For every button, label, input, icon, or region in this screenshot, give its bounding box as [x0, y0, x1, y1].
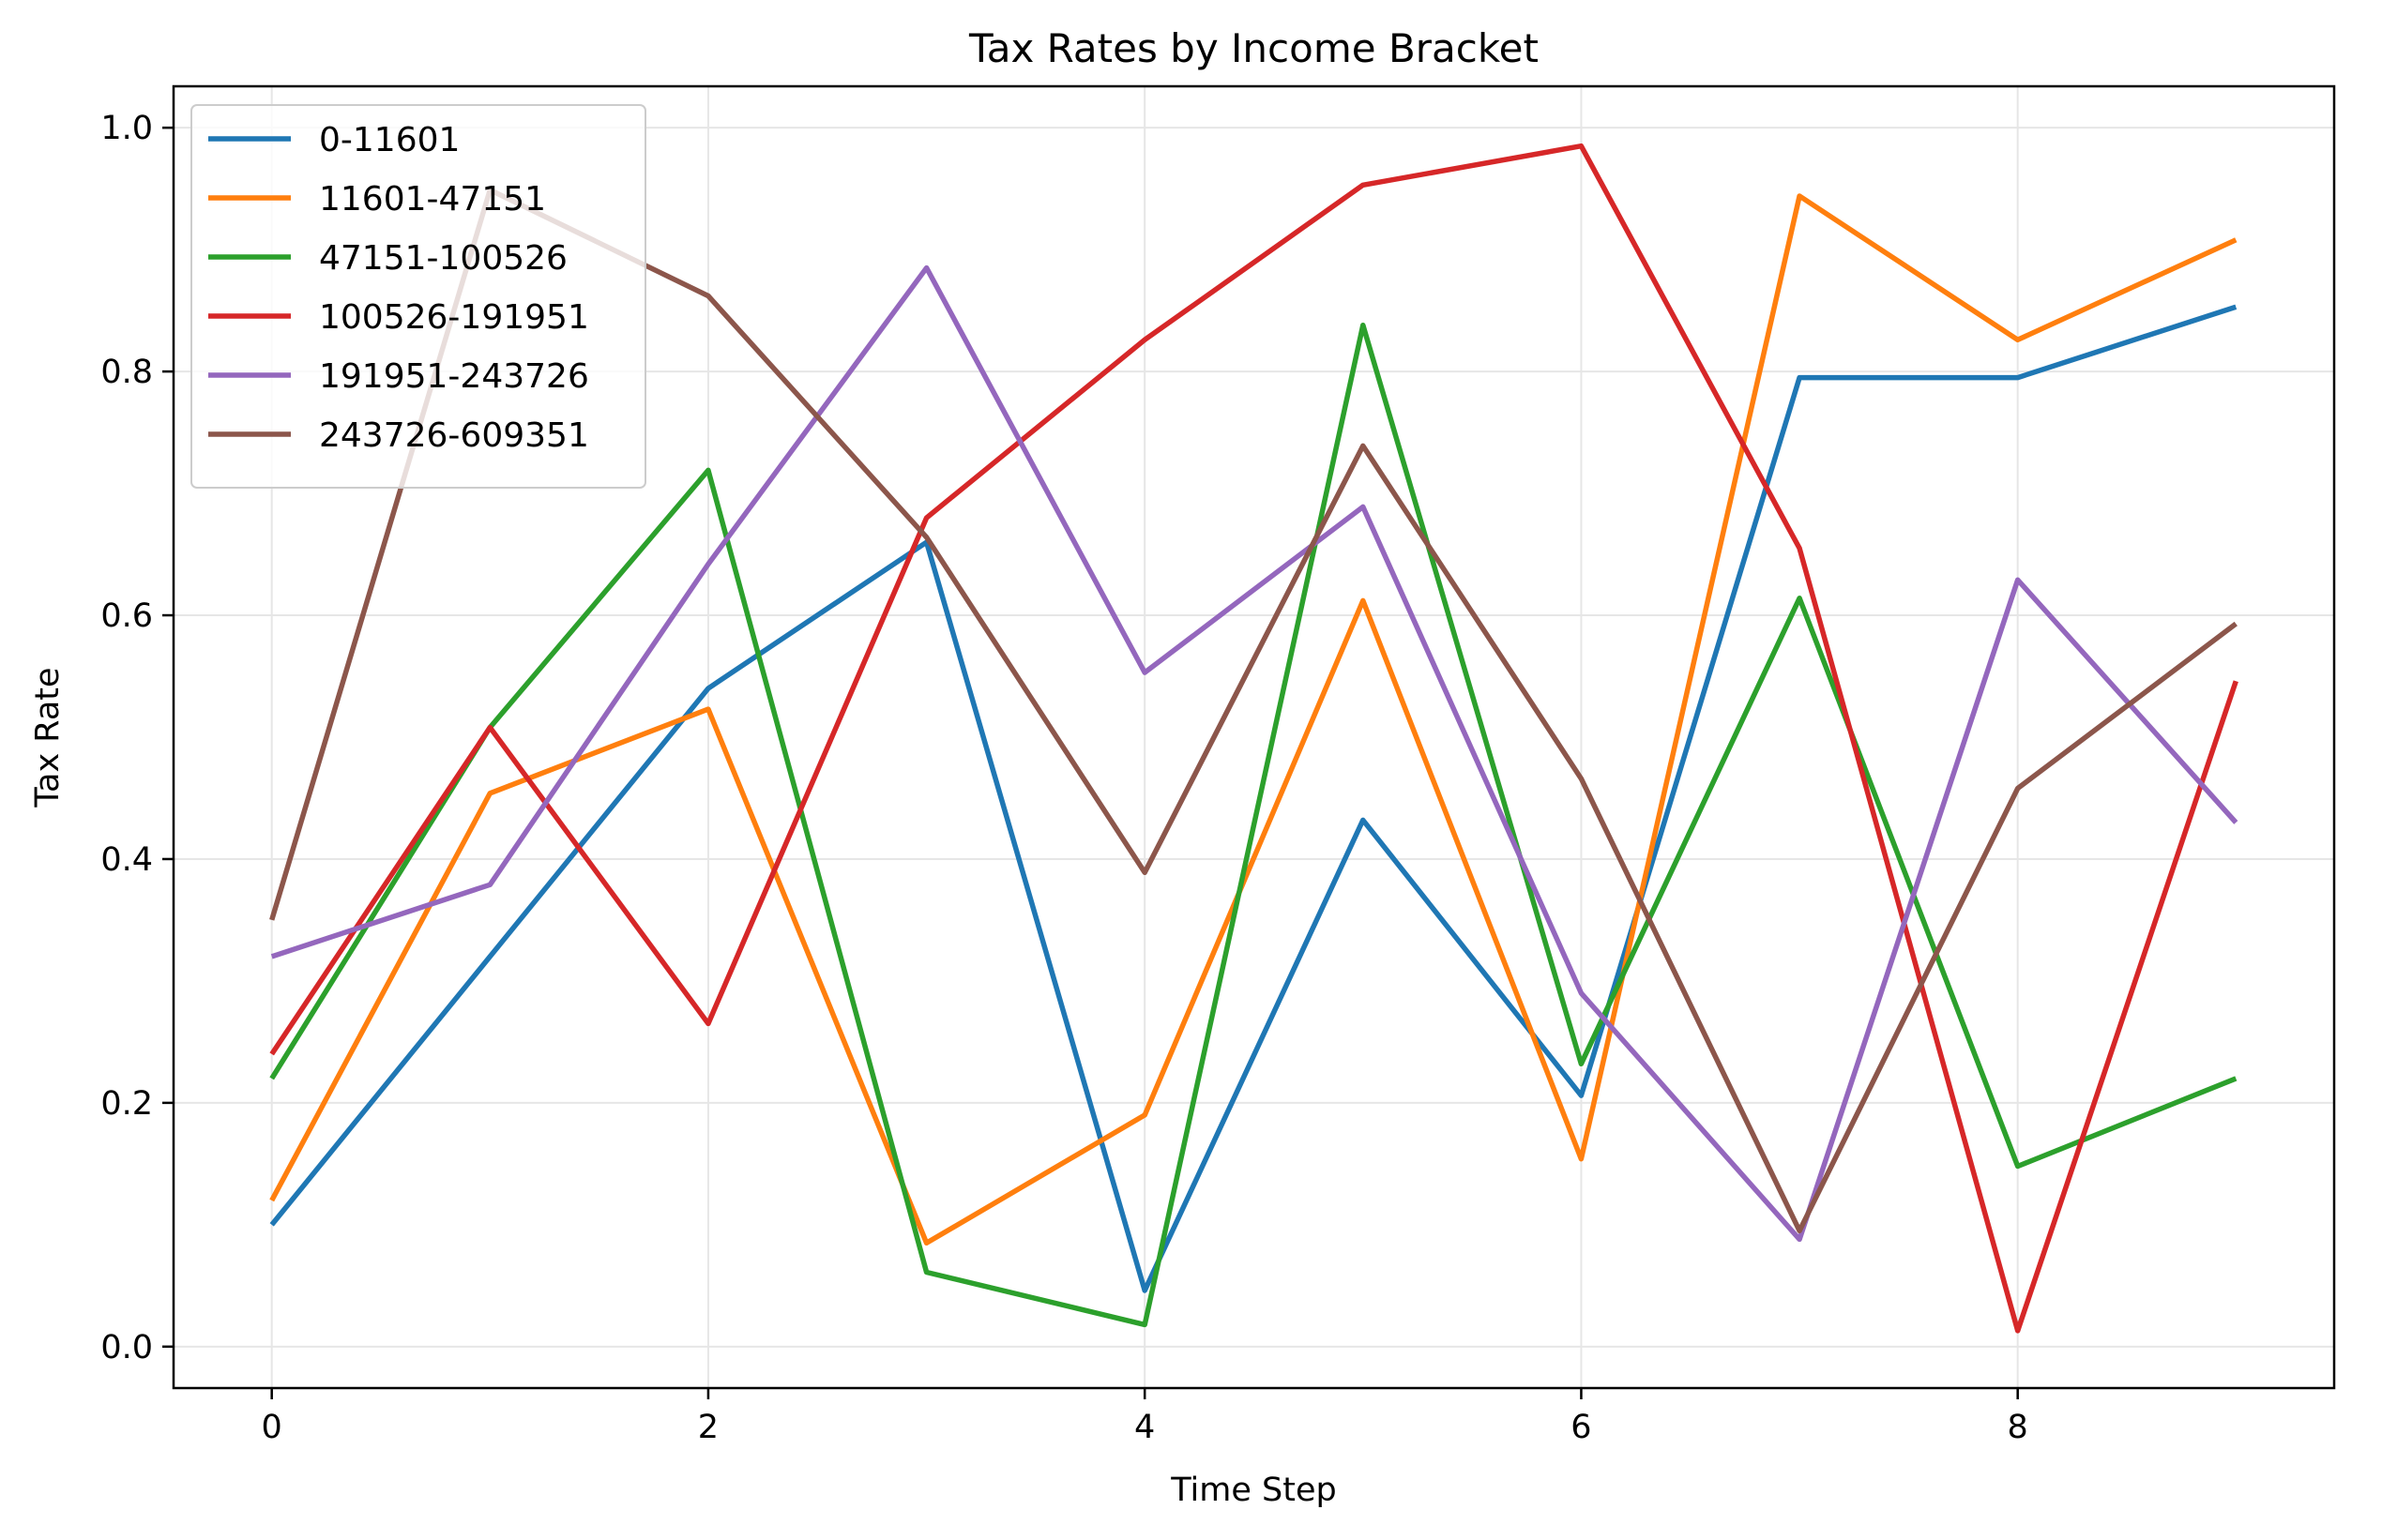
series-line: [269, 322, 2238, 1328]
chart-title: Tax Rates by Income Bracket: [968, 25, 1539, 71]
y-tick-label: 0.8: [100, 354, 153, 391]
y-tick-label: 0.2: [100, 1085, 153, 1123]
legend-label: 100526-191951: [319, 298, 589, 337]
y-tick-label: 0.0: [100, 1329, 153, 1366]
y-axis-label: Tax Rate: [29, 667, 67, 808]
x-tick-label: 4: [1134, 1409, 1155, 1446]
legend: 0-11601 11601-47151 47151-100526 100526-191…: [190, 104, 646, 489]
plot-area-frame: [172, 84, 2336, 1390]
legend-items: 0-11601 11601-47151 47151-100526 100526-191…: [208, 121, 589, 455]
series-lines: [269, 143, 2238, 1334]
legend-label: 191951-243726: [319, 357, 589, 396]
legend-label: 11601-47151: [319, 180, 546, 219]
series-line: [269, 143, 2238, 1334]
series-line: [269, 304, 2238, 1293]
x-tick-label: 6: [1570, 1409, 1591, 1446]
x-tick-label: 2: [698, 1409, 719, 1446]
series-line: [269, 193, 2238, 1246]
series-line: [270, 264, 2238, 1243]
legend-label: 47151-100526: [319, 239, 568, 278]
y-axis-ticks: 0.0 0.2 0.4 0.6 0.8 1.0: [100, 110, 174, 1366]
x-axis-label: Time Step: [1170, 1472, 1336, 1509]
grid: [174, 86, 2334, 1388]
y-tick-label: 1.0: [100, 110, 153, 147]
x-axis-ticks: 0 2 4 6 8: [262, 1388, 2028, 1446]
y-tick-label: 0.4: [100, 841, 153, 879]
legend-label: 243726-609351: [319, 416, 589, 455]
legend-box: [190, 104, 646, 489]
x-tick-label: 8: [2008, 1409, 2028, 1446]
y-tick-label: 0.6: [100, 597, 153, 635]
x-tick-label: 0: [262, 1409, 282, 1446]
legend-label: 0-11601: [319, 121, 460, 159]
